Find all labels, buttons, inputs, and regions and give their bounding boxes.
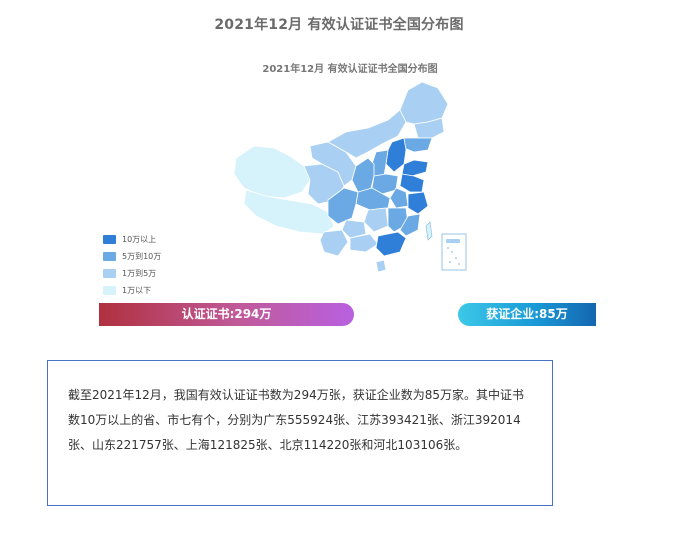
legend-label: 10万以上	[122, 234, 157, 244]
region-hunan	[363, 207, 389, 233]
companies-stat-bar: 获证企业:85万	[458, 303, 596, 326]
region-guangxi	[349, 233, 379, 253]
summary-text: 截至2021年12月，我国有效认证证书数为294万张，获证企业数为85万家。其中…	[68, 388, 524, 452]
legend-swatch	[103, 268, 116, 278]
region-tibet	[243, 189, 335, 235]
region-yunnan	[319, 229, 349, 257]
legend-label: 1万到5万	[122, 268, 157, 278]
region-fujian	[399, 213, 421, 237]
map-title: 2021年12月 有效认证证书全国分布图	[262, 64, 438, 75]
legend-label: 5万到10万	[122, 251, 162, 261]
region-shandong	[401, 159, 429, 177]
china-map	[233, 81, 467, 273]
region-guangdong	[375, 231, 407, 257]
region-jiangsu	[399, 173, 425, 193]
region-hainan	[375, 259, 387, 273]
summary-box: 截至2021年12月，我国有效认证证书数为294万张，获证企业数为85万家。其中…	[47, 360, 553, 506]
region-taiwan	[425, 221, 433, 241]
region-zhejiang	[407, 191, 429, 215]
page-title: 2021年12月 有效认证证书全国分布图	[214, 17, 464, 33]
region-hebei	[385, 137, 407, 173]
region-xinjiang	[233, 145, 311, 199]
region-anhui	[389, 187, 409, 209]
region-inner-mongolia	[327, 109, 407, 159]
map-legend: 10万以上 5万到10万 1万到5万 1万以下	[103, 233, 161, 301]
legend-label: 1万以下	[122, 285, 152, 295]
legend-item-10w-plus: 10万以上	[103, 233, 161, 245]
legend-item-5w-10w: 5万到10万	[103, 250, 161, 262]
legend-swatch	[103, 251, 116, 261]
region-liaoning	[403, 137, 433, 153]
region-sichuan	[327, 187, 359, 225]
legend-swatch	[103, 234, 116, 244]
legend-item-1w-5w: 1万到5万	[103, 267, 161, 279]
certificates-stat-bar: 认证证书:294万	[99, 303, 354, 326]
region-shaanxi	[351, 157, 375, 193]
legend-item-below-1w: 1万以下	[103, 284, 161, 296]
region-heilongjiang	[399, 81, 449, 125]
legend-swatch	[103, 285, 116, 295]
